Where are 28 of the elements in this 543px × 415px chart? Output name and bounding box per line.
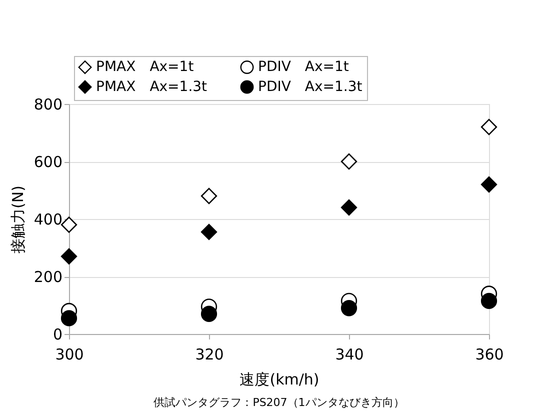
y-tick-label: 400 bbox=[34, 210, 62, 228]
point bbox=[200, 224, 218, 240]
y-tick-label: 0 bbox=[52, 326, 62, 344]
point bbox=[340, 153, 358, 170]
y-tick-label: 600 bbox=[34, 153, 62, 171]
legend-label: PMAX Ax=1.3t bbox=[96, 79, 208, 95]
point bbox=[60, 248, 78, 264]
point bbox=[340, 199, 358, 216]
point bbox=[200, 188, 218, 204]
y-tick-label: 200 bbox=[34, 268, 62, 286]
point bbox=[480, 118, 498, 136]
legend-label: PDIV Ax=1.3t bbox=[258, 79, 363, 95]
x-tick-label: 360 bbox=[475, 346, 504, 364]
point bbox=[60, 216, 78, 233]
point bbox=[480, 292, 498, 309]
y-axis-title: 接触力(N) bbox=[8, 186, 27, 254]
x-tick-label: 340 bbox=[335, 346, 364, 364]
x-axis-title: 速度(km/h) bbox=[240, 370, 320, 388]
y-tick-label: 800 bbox=[34, 96, 62, 114]
x-tick-label: 300 bbox=[55, 346, 84, 364]
text: 供試パンタグラフ：PS207（1パンタなびき方向） bbox=[154, 396, 404, 409]
legend-label: PDIV Ax=1t bbox=[258, 59, 350, 76]
point bbox=[480, 176, 498, 193]
point bbox=[200, 306, 218, 322]
point bbox=[340, 300, 358, 316]
x-tick-label: 320 bbox=[195, 346, 224, 364]
point bbox=[60, 310, 78, 326]
legend-label: PMAX Ax=1t bbox=[96, 59, 194, 76]
